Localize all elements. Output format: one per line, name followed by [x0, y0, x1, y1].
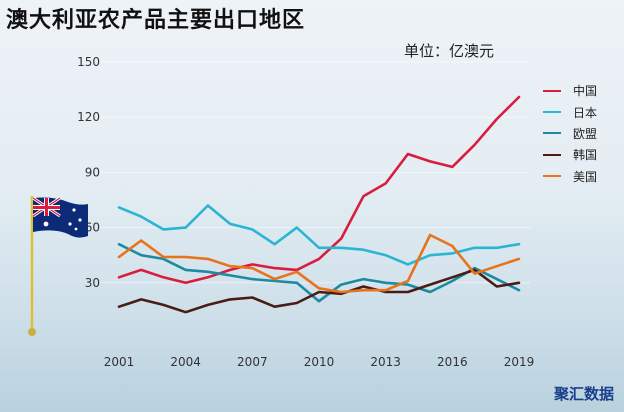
x-tick-label: 2019 [504, 355, 535, 369]
australia-flag [24, 196, 94, 350]
series-line-4 [117, 233, 521, 294]
legend-swatch [543, 132, 561, 135]
x-tick-label: 2001 [104, 355, 135, 369]
brand-watermark: 聚汇数据 [553, 385, 614, 403]
y-tick-label: 30 [85, 276, 100, 290]
legend-label: 日本 [573, 105, 598, 120]
series-lines [117, 95, 521, 314]
legend-label: 中国 [573, 84, 598, 99]
series-line-0 [117, 95, 521, 285]
chart-legend: 中国日本欧盟韩国美国 [543, 80, 597, 187]
series-line-2 [117, 242, 521, 303]
legend-label: 欧盟 [573, 126, 598, 141]
x-tick-label: 2016 [437, 355, 468, 369]
x-tick-label: 2013 [370, 355, 401, 369]
y-tick-label: 150 [77, 55, 100, 69]
series-line-1 [117, 204, 521, 266]
legend-swatch [543, 153, 561, 156]
chart-title: 澳大利亚农产品主要出口地区 [6, 8, 306, 33]
y-tick-label: 60 [85, 221, 100, 235]
legend-swatch [543, 89, 561, 92]
legend-label: 韩国 [573, 148, 598, 163]
y-tick-label: 120 [77, 110, 100, 124]
y-axis-ticks: 30 60 90 120 150 [77, 55, 100, 290]
legend-swatch [543, 111, 561, 114]
x-tick-label: 2004 [170, 355, 201, 369]
x-tick-label: 2007 [237, 355, 268, 369]
unit-label: 单位：亿澳元 [404, 42, 495, 60]
x-tick-label: 2010 [304, 355, 335, 369]
legend-label: 美国 [573, 169, 598, 184]
x-axis-ticks: 2001 2004 2007 2010 2013 2016 2019 [104, 355, 535, 369]
series-line-3 [117, 268, 521, 314]
legend-item: 美国 [543, 166, 597, 187]
y-tick-label: 90 [85, 165, 100, 179]
legend-item: 日本 [543, 101, 597, 122]
legend-swatch [543, 175, 561, 178]
legend-item: 中国 [543, 80, 597, 101]
legend-item: 韩国 [543, 144, 597, 165]
legend-item: 欧盟 [543, 123, 597, 144]
